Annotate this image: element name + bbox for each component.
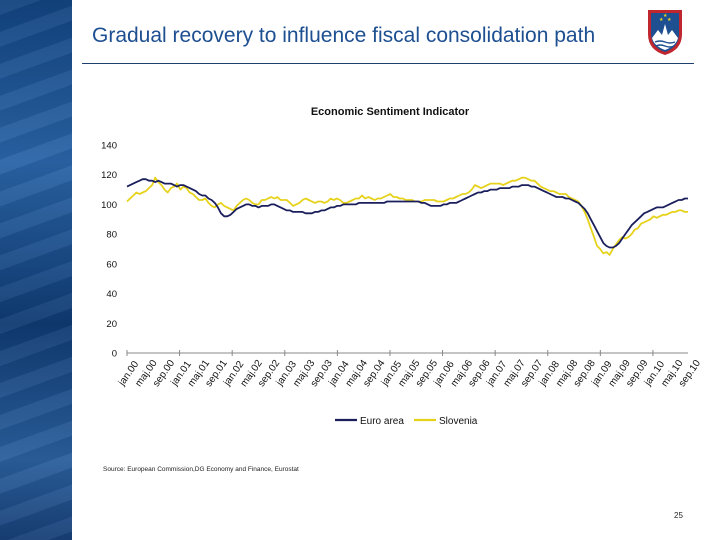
y-tick-label: 0 — [112, 349, 117, 360]
title-underline — [82, 63, 694, 64]
legend-label-slovenia: Slovenia — [439, 416, 478, 427]
y-tick-label: 60 — [106, 259, 117, 270]
y-tick-label: 140 — [101, 141, 117, 152]
legend-label-euro-area: Euro area — [360, 416, 404, 427]
series-lines — [126, 176, 688, 256]
page-number: 25 — [674, 511, 683, 520]
y-tick-label: 40 — [106, 289, 117, 300]
source-note: Source: European Commission,DG Economy a… — [103, 466, 299, 473]
x-axis: jan.00maj.00sep.00jan.01maj.01sep.01jan.… — [116, 350, 703, 389]
legend: Euro area Slovenia — [335, 416, 478, 427]
svg-text:★: ★ — [659, 17, 664, 23]
chart-title: Economic Sentiment Indicator — [311, 106, 470, 118]
coat-of-arms-icon: ★ ★ ★ — [648, 10, 682, 55]
y-tick-label: 100 — [101, 200, 117, 211]
y-tick-label: 20 — [106, 319, 117, 330]
y-axis: 0 20 40 60 80 100 120 140 — [101, 141, 117, 360]
series-line-slovenia — [126, 176, 688, 256]
y-tick-label: 80 — [106, 230, 117, 241]
left-decorative-band — [0, 0, 72, 540]
slide-title: Gradual recovery to influence fiscal con… — [92, 24, 596, 47]
svg-text:★: ★ — [667, 17, 672, 23]
svg-text:★: ★ — [663, 13, 668, 19]
series-line-euro-area — [126, 178, 688, 249]
y-tick-label: 120 — [101, 170, 117, 181]
